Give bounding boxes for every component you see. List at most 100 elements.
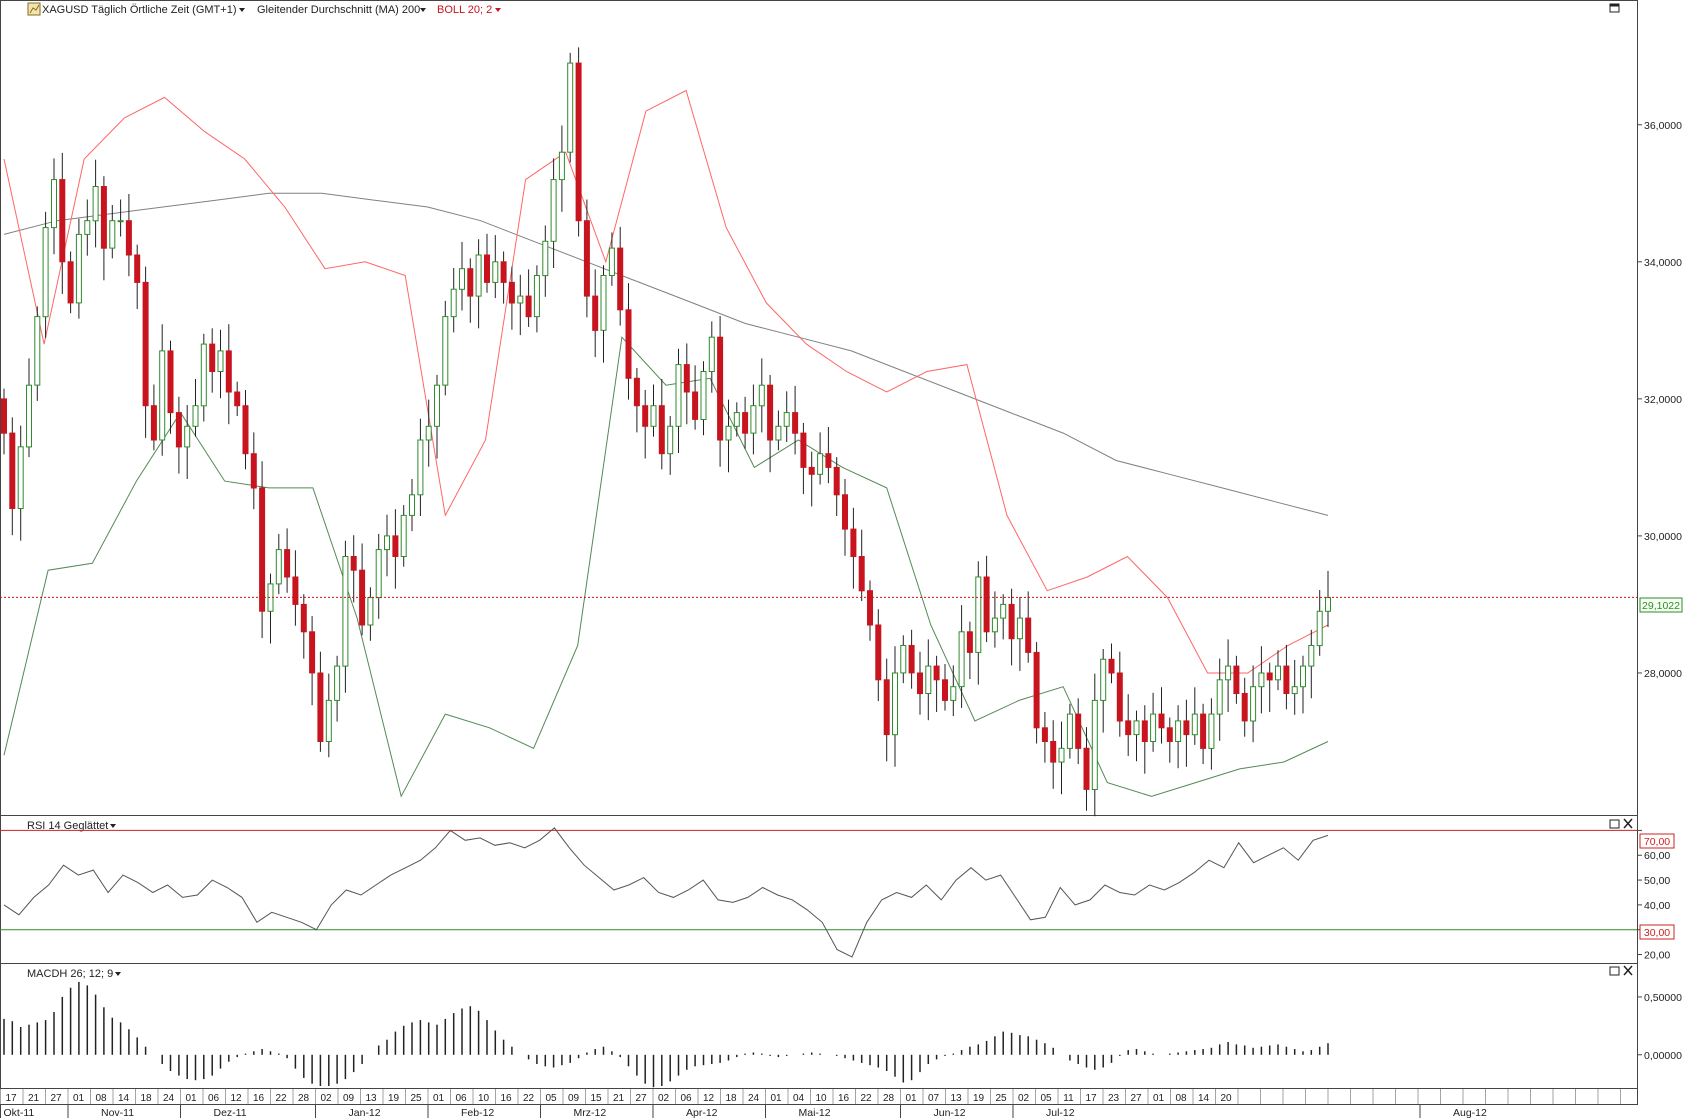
- candle-body: [1108, 658, 1115, 674]
- candle-body: [1233, 665, 1240, 694]
- day-label: 01: [770, 1093, 782, 1104]
- candle-body: [1166, 727, 1173, 742]
- candle-body: [67, 261, 74, 304]
- candle-body: [1175, 720, 1182, 743]
- day-label: 22: [523, 1093, 535, 1104]
- candle-body: [725, 425, 732, 441]
- day-label: 08: [95, 1093, 107, 1104]
- candle-body: [150, 405, 157, 441]
- day-label: 13: [365, 1093, 377, 1104]
- day-label: 22: [860, 1093, 872, 1104]
- candle-body: [109, 220, 116, 249]
- candle-body: [450, 288, 457, 318]
- candle-body: [425, 425, 432, 441]
- candle-body: [825, 453, 832, 468]
- candle-body: [875, 624, 882, 681]
- candle-body: [392, 535, 399, 558]
- boll-label[interactable]: BOLL 20; 2: [437, 4, 492, 16]
- rsi-panel-frame: [0, 815, 1638, 964]
- candle-body: [92, 186, 99, 222]
- chevron-down-icon[interactable]: [115, 972, 121, 976]
- candle-body: [125, 220, 132, 256]
- candle-body: [500, 261, 507, 283]
- month-label: Nov-11: [101, 1107, 134, 1119]
- rsi-axis-label: 50,00: [1644, 875, 1670, 887]
- candle-body: [1058, 747, 1065, 763]
- day-label: 24: [163, 1093, 175, 1104]
- close-icon[interactable]: [1623, 965, 1633, 976]
- candle-body: [1100, 658, 1107, 701]
- day-label: 27: [50, 1093, 62, 1104]
- candle-body: [317, 672, 324, 742]
- rsi-label[interactable]: RSI 14 Geglättet: [27, 820, 108, 832]
- candle-body: [683, 364, 690, 393]
- candle-body: [792, 412, 799, 434]
- rsi-indicator-selector[interactable]: RSI 14 Geglättet: [27, 820, 116, 832]
- maximize-icon[interactable]: [1609, 966, 1620, 976]
- candle-body: [675, 364, 682, 427]
- macd-label[interactable]: MACDH 26; 12; 9: [27, 968, 113, 980]
- candle-body: [950, 686, 957, 701]
- candle-body: [75, 233, 82, 304]
- rsi-line: [3, 827, 1329, 958]
- candle-body: [1016, 617, 1023, 640]
- rsi-plot[interactable]: [0, 827, 1637, 958]
- day-label: 01: [433, 1093, 445, 1104]
- candle-body: [808, 466, 815, 475]
- day-label: 05: [545, 1093, 557, 1104]
- macd-indicator-selector[interactable]: MACDH 26; 12; 9: [27, 968, 121, 980]
- candle-body: [900, 645, 907, 674]
- candle-body: [217, 350, 224, 372]
- macd-axis-label: 0,50000: [1644, 992, 1682, 1004]
- month-label: Mai-12: [799, 1107, 831, 1119]
- candle-body: [1083, 747, 1090, 790]
- chevron-down-icon[interactable]: [420, 8, 426, 12]
- candle-body: [184, 425, 191, 448]
- rsi-axis-label: 40,00: [1644, 900, 1670, 912]
- boll-indicator-selector[interactable]: BOLL 20; 2: [437, 4, 501, 16]
- candle-body: [533, 275, 540, 318]
- candle-body: [1025, 617, 1032, 653]
- candle-body: [583, 220, 590, 297]
- candle-body: [1041, 727, 1048, 742]
- day-label: 07: [928, 1093, 940, 1104]
- candle-body: [958, 631, 965, 688]
- day-label: 04: [793, 1093, 805, 1104]
- candle-body: [9, 432, 16, 510]
- macd-plot[interactable]: [3, 981, 1329, 1088]
- candle-body: [417, 439, 424, 496]
- month-label: Mrz-12: [574, 1107, 607, 1119]
- month-label: Jan-12: [349, 1107, 381, 1119]
- symbol-label[interactable]: XAGUSD Täglich Örtliche Zeit (GMT+1): [42, 4, 236, 16]
- chevron-down-icon[interactable]: [495, 8, 501, 12]
- day-label: 21: [28, 1093, 40, 1104]
- close-icon[interactable]: [1623, 818, 1633, 829]
- day-label: 21: [613, 1093, 625, 1104]
- candle-body: [858, 556, 865, 592]
- price-plot[interactable]: [0, 47, 1637, 817]
- rsi-axis-label: 60,00: [1644, 850, 1670, 862]
- candle-body: [558, 151, 565, 181]
- ma-indicator-selector[interactable]: Gleitender Durchschnitt (MA) 200: [257, 4, 426, 16]
- chevron-down-icon[interactable]: [110, 824, 116, 828]
- candle-body: [159, 350, 166, 441]
- ma-label[interactable]: Gleitender Durchschnitt (MA) 200: [257, 4, 420, 16]
- candle-body: [259, 487, 266, 612]
- candle-body: [1200, 713, 1207, 749]
- day-label: 15: [590, 1093, 602, 1104]
- day-label: 09: [568, 1093, 580, 1104]
- symbol-selector[interactable]: XAGUSD Täglich Örtliche Zeit (GMT+1): [27, 2, 245, 16]
- candle-body: [617, 247, 624, 311]
- candle-body: [134, 254, 141, 283]
- macd-panel-frame: [0, 963, 1638, 1089]
- day-label: 01: [1153, 1093, 1165, 1104]
- maximize-icon[interactable]: [1609, 3, 1620, 13]
- boll-lower-band-line: [3, 336, 1329, 798]
- day-label: 06: [208, 1093, 220, 1104]
- chevron-down-icon[interactable]: [239, 8, 245, 12]
- maximize-icon[interactable]: [1609, 819, 1620, 829]
- candle-body: [1116, 672, 1123, 722]
- time-axis[interactable]: 17 21 27 01 08 14 18 24 01 06 12 16 22 28 02 09 13 19 25 01…: [0, 1088, 1637, 1119]
- candle-body: [434, 384, 440, 427]
